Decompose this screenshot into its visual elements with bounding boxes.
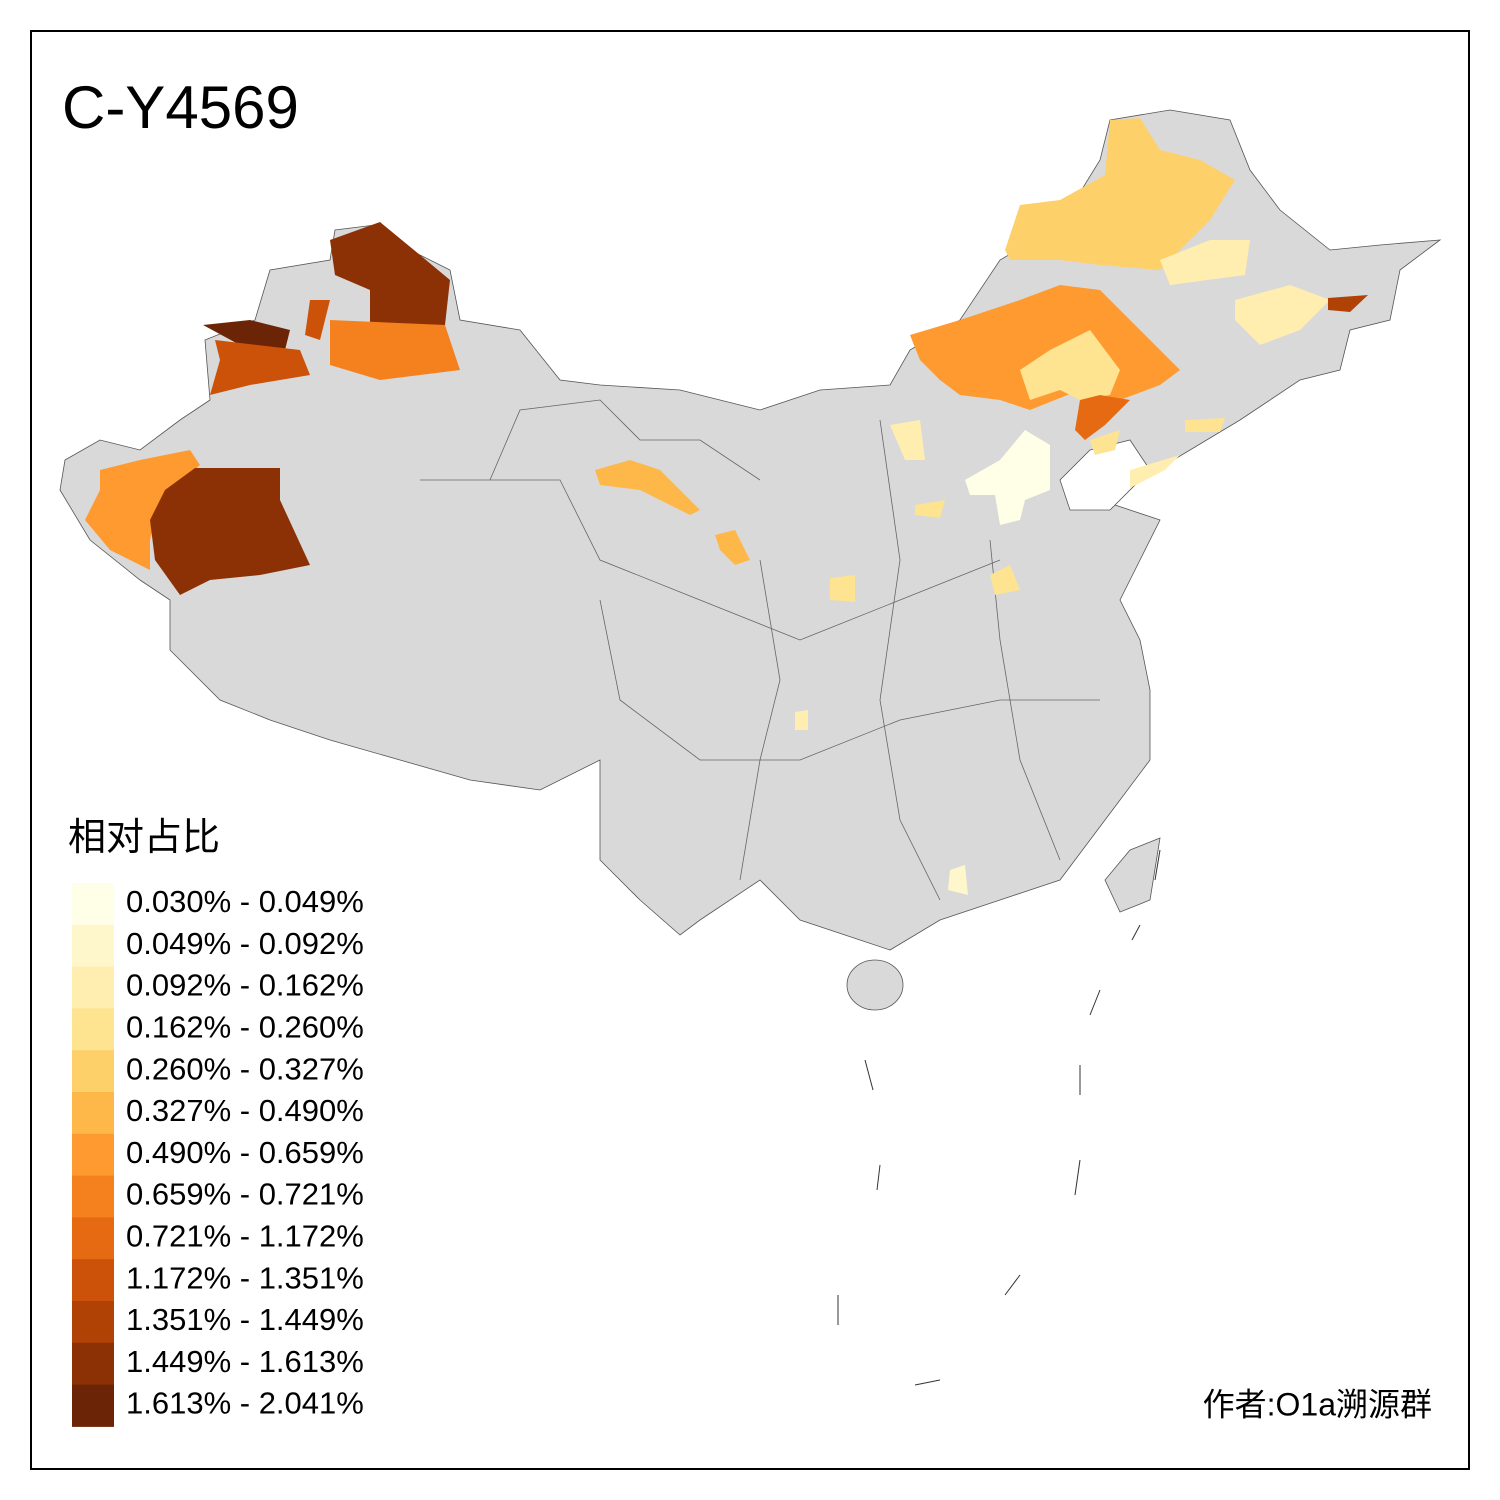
region	[795, 710, 808, 730]
legend-swatch	[72, 1301, 114, 1344]
region	[595, 460, 700, 515]
region	[1328, 295, 1368, 312]
region	[1020, 330, 1120, 400]
region	[1005, 118, 1235, 270]
legend-swatch	[72, 1384, 114, 1427]
region	[890, 420, 925, 460]
region	[330, 222, 450, 328]
legend-swatch	[72, 1342, 114, 1386]
author-credit: 作者:O1a溯源群	[1203, 1386, 1432, 1422]
region	[1090, 430, 1120, 455]
region	[965, 430, 1050, 525]
region	[1235, 285, 1330, 345]
region	[203, 320, 290, 350]
region	[150, 468, 310, 595]
legend-label: 0.659% - 0.721%	[126, 1177, 364, 1212]
legend-swatch	[72, 883, 114, 926]
legend-label: 0.049% - 0.092%	[126, 926, 364, 961]
legend-label: 1.449% - 1.613%	[126, 1344, 364, 1379]
legend-swatch	[72, 966, 114, 1009]
legend-swatch	[72, 1050, 114, 1093]
region	[1185, 418, 1225, 432]
legend-label: 0.260% - 0.327%	[126, 1051, 364, 1086]
map-title: C-Y4569	[62, 74, 299, 141]
region	[1160, 240, 1250, 285]
region	[1075, 395, 1130, 440]
legend-label: 1.172% - 1.351%	[126, 1260, 364, 1295]
legend: 0.030% - 0.049% 0.049% - 0.092% 0.092% - 0…	[72, 883, 364, 1427]
legend-swatch	[72, 1008, 114, 1051]
legend-label: 0.721% - 1.172%	[126, 1218, 364, 1253]
region	[330, 320, 460, 380]
legend-label: 1.613% - 2.041%	[126, 1386, 364, 1421]
legend-label: 0.092% - 0.162%	[126, 968, 364, 1003]
region	[915, 500, 945, 518]
legend-swatch	[72, 1175, 114, 1218]
region	[948, 865, 968, 895]
legend-title: 相对占比	[68, 817, 220, 859]
legend-label: 0.490% - 0.659%	[126, 1135, 364, 1170]
region	[830, 575, 855, 602]
region	[990, 565, 1020, 595]
region	[305, 300, 330, 340]
legend-swatch	[72, 1217, 114, 1260]
legend-label: 1.351% - 1.449%	[126, 1302, 364, 1337]
legend-label: 0.327% - 0.490%	[126, 1093, 364, 1128]
region	[210, 340, 310, 395]
legend-label: 0.030% - 0.049%	[126, 884, 364, 919]
legend-label: 0.162% - 0.260%	[126, 1009, 364, 1044]
legend-swatch	[72, 1259, 114, 1302]
regions	[85, 118, 1368, 895]
legend-swatch	[72, 1133, 114, 1177]
region	[85, 450, 200, 570]
legend-swatch	[72, 1092, 114, 1135]
region	[1130, 455, 1180, 488]
legend-swatch	[72, 924, 114, 968]
region	[715, 530, 750, 565]
